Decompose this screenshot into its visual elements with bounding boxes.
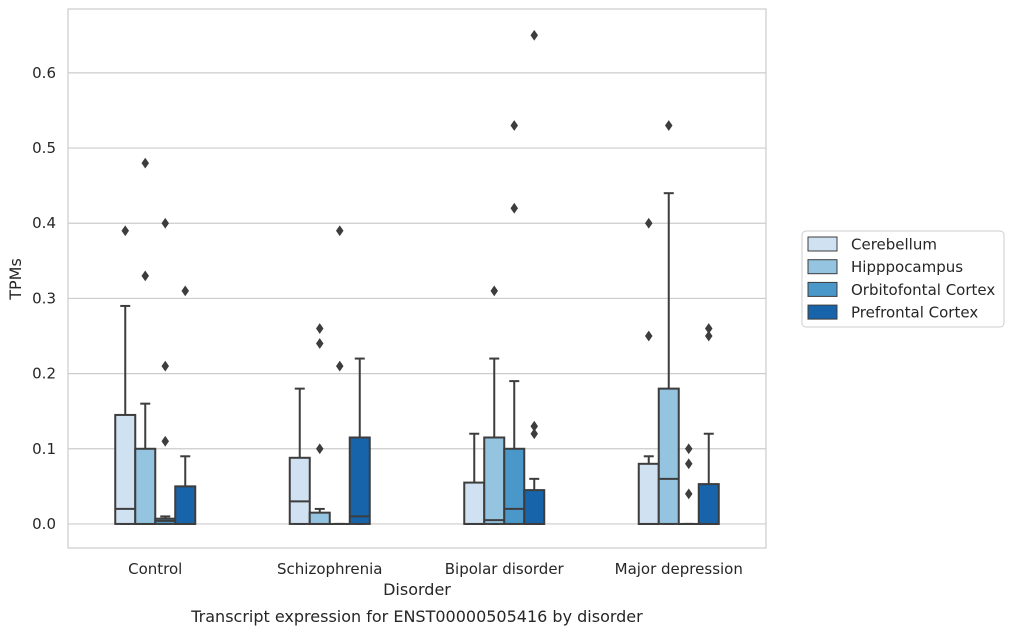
outlier-point — [141, 157, 150, 169]
x-tick-label: Schizophrenia — [277, 560, 382, 578]
box-group — [328, 225, 351, 525]
figure-caption: Transcript expression for ENST0000050541… — [190, 607, 643, 626]
outlier-point — [664, 120, 673, 131]
outlier-point — [315, 443, 324, 455]
box-group — [174, 285, 197, 525]
outlier-point — [530, 29, 539, 41]
box — [523, 489, 546, 525]
outlier-point — [530, 428, 539, 440]
y-tick-label: 0.4 — [32, 214, 56, 232]
legend-swatch — [807, 259, 838, 275]
y-tick-label: 0.5 — [32, 139, 56, 157]
x-axis-ticks: Control Schizophrenia Bipolar disorder Majo… — [128, 560, 743, 578]
outlier-point — [181, 285, 190, 297]
box-group — [677, 443, 700, 525]
legend-label: Orbitofontal Cortex — [851, 281, 995, 299]
legend-swatch — [807, 304, 838, 320]
x-tick-label: Major depression — [615, 560, 743, 578]
legend: Cerebellum Hipppocampus Orbitofontal Corte… — [801, 230, 1005, 328]
legend-frame — [801, 230, 1005, 328]
box-group — [288, 387, 311, 525]
box-group — [154, 217, 177, 525]
y-axis-ticks: 0.0 0.1 0.2 0.3 0.4 0.5 0.6 — [32, 64, 56, 533]
box — [697, 483, 720, 525]
box-group — [483, 285, 506, 525]
outlier-point — [644, 330, 653, 342]
outlier-point — [315, 338, 324, 349]
box — [174, 485, 197, 525]
box — [657, 387, 680, 525]
box — [348, 436, 371, 525]
outlier-point — [510, 120, 519, 131]
y-tick-label: 0.1 — [32, 440, 56, 458]
box-group — [114, 225, 137, 525]
outlier-point — [704, 323, 713, 334]
y-tick-label: 0.6 — [32, 64, 56, 82]
outlier-point — [530, 420, 539, 432]
boxes-layer — [114, 29, 720, 525]
box — [503, 447, 526, 525]
outlier-point — [684, 488, 693, 500]
y-tick-label: 0.3 — [32, 289, 56, 307]
box — [114, 413, 137, 525]
x-tick-label: Bipolar disorder — [445, 560, 565, 578]
outlier-point — [704, 330, 713, 342]
outlier-point — [121, 225, 130, 237]
outlier-point — [684, 443, 693, 455]
outlier-point — [161, 217, 170, 229]
box-group — [637, 217, 660, 525]
box-group — [523, 29, 546, 525]
legend-label: Cerebellum — [851, 236, 937, 254]
box-group — [348, 357, 371, 525]
legend-label: Hipppocampus — [851, 258, 963, 276]
box-group — [503, 120, 526, 525]
x-axis-title: Disorder — [383, 580, 451, 599]
box-group — [134, 157, 157, 525]
outlier-point — [510, 202, 519, 214]
outlier-point — [315, 323, 324, 334]
plot-frame — [67, 8, 767, 549]
outlier-point — [161, 435, 170, 447]
box-group — [697, 323, 720, 525]
legend-swatch — [807, 281, 838, 297]
box — [463, 481, 486, 525]
outlier-point — [335, 360, 344, 372]
outlier-point — [684, 458, 693, 470]
box — [483, 436, 506, 525]
box — [134, 447, 157, 525]
x-tick-label: Control — [128, 560, 182, 578]
legend-swatch — [807, 236, 838, 252]
box — [637, 462, 660, 525]
box — [308, 511, 331, 525]
box-group — [463, 432, 486, 525]
y-tick-label: 0.2 — [32, 365, 56, 383]
outlier-point — [644, 217, 653, 229]
legend-label: Prefrontal Cortex — [851, 304, 978, 322]
y-tick-label: 0.0 — [32, 515, 56, 533]
grid-lines — [68, 72, 766, 525]
outlier-point — [490, 285, 499, 297]
outlier-point — [141, 270, 150, 282]
box — [288, 456, 311, 525]
outlier-point — [335, 225, 344, 237]
box-group — [657, 120, 680, 525]
outlier-point — [161, 360, 170, 372]
box-group — [308, 323, 331, 525]
y-axis-title: TPMs — [6, 258, 25, 301]
